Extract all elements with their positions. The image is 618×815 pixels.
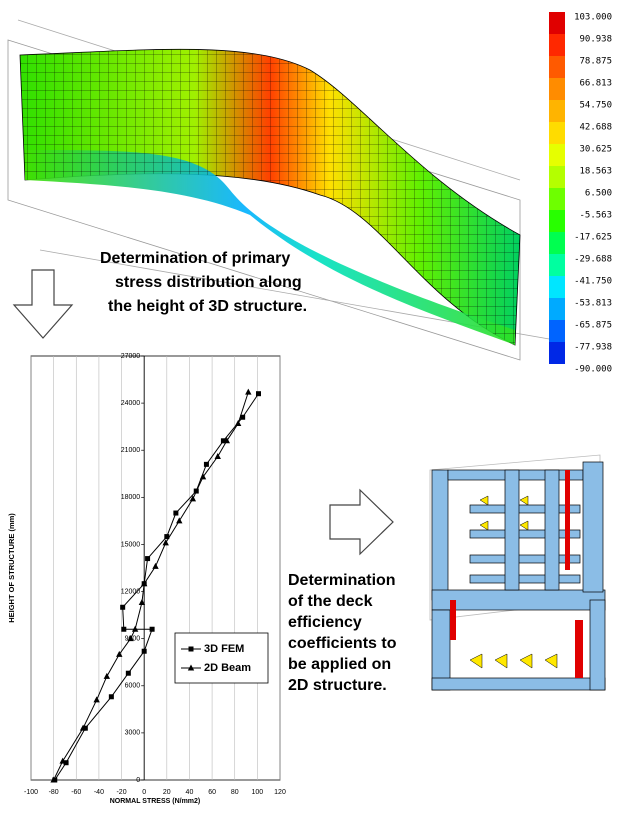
y-tick-label: 6000 (125, 683, 141, 690)
scale-label: -90.000 (574, 365, 612, 375)
color-scale: 103.000 90.938 78.875 66.813 54.750 42.688 30.… (549, 12, 612, 375)
x-tick-label: 0 (142, 789, 146, 796)
scale-swatch (549, 276, 565, 298)
scale-label: -5.563 (579, 211, 612, 221)
caption-line: of the deck (288, 593, 373, 610)
scale-swatch (549, 232, 565, 254)
scale-swatch (549, 34, 565, 56)
scale-label: -65.875 (574, 321, 612, 331)
scale-label: 66.813 (579, 79, 612, 89)
y-tick-label: 24000 (121, 400, 141, 407)
scale-swatch (549, 144, 565, 166)
data-point (204, 462, 209, 467)
scale-label: 90.938 (579, 35, 612, 45)
caption-line: stress distribution along (115, 274, 302, 291)
x-tick-label: -100 (24, 789, 38, 796)
scale-label: -41.750 (574, 277, 612, 287)
scale-swatch (549, 342, 565, 364)
scale-swatch (549, 78, 565, 100)
scale-swatch (549, 56, 565, 78)
x-axis-title: NORMAL STRESS (N/mm2) (110, 798, 201, 805)
caption-right: Determination of the deck efficiency coeffi… (288, 572, 397, 694)
scale-label: 103.000 (574, 13, 612, 23)
structure-render (430, 455, 605, 690)
x-tick-label: -60 (71, 789, 81, 796)
scale-swatch (549, 100, 565, 122)
scale-swatch (549, 210, 565, 232)
data-point (256, 391, 261, 396)
x-tick-label: 80 (231, 789, 239, 796)
legend-box (175, 633, 268, 683)
right-arrow (330, 490, 393, 554)
data-point (109, 694, 114, 699)
scale-label: 30.625 (579, 145, 612, 155)
caption-top: Determination of primary stress distribut… (100, 250, 307, 315)
scale-label: 78.875 (579, 57, 612, 67)
x-tick-label: -40 (94, 789, 104, 796)
y-tick-label: 21000 (121, 447, 141, 454)
x-tick-label: 100 (252, 789, 264, 796)
x-tick-label: 60 (208, 789, 216, 796)
caption-line: coefficients to (288, 635, 397, 652)
data-point (126, 671, 131, 676)
data-point (120, 605, 125, 610)
y-tick-label: 27000 (121, 353, 141, 360)
x-tick-label: 20 (163, 789, 171, 796)
scale-label: -77.938 (574, 343, 612, 353)
scale-swatch (549, 254, 565, 276)
scale-label: -53.813 (574, 299, 612, 309)
legend-label: 3D FEM (204, 643, 244, 655)
y-tick-label: 15000 (121, 541, 141, 548)
scale-swatch (549, 298, 565, 320)
caption-line: efficiency (288, 614, 362, 631)
x-tick-label: 40 (186, 789, 194, 796)
y-tick-label: 0 (136, 777, 140, 784)
scale-label: 54.750 (579, 101, 612, 111)
scale-label: 42.688 (579, 123, 612, 133)
scale-label: 6.500 (585, 189, 612, 199)
y-tick-label: 18000 (121, 494, 141, 501)
y-tick-label: 3000 (125, 730, 141, 737)
page: 103.000 90.938 78.875 66.813 54.750 42.688 30.… (0, 0, 618, 815)
scale-swatch (549, 320, 565, 342)
caption-line: be applied on (288, 656, 391, 673)
caption-line: Determination of primary (100, 250, 290, 267)
legend-marker (189, 647, 194, 652)
chart: -100 -80 -60 -40 -20 0 20 40 60 80 100 120 0 3000 6000… (7, 353, 286, 805)
scale-label: -29.688 (574, 255, 612, 265)
scale-label: -17.625 (574, 233, 612, 243)
data-point (145, 556, 150, 561)
scale-swatch (549, 12, 565, 34)
scale-label: 18.563 (579, 167, 612, 177)
data-point (173, 511, 178, 516)
scale-swatch (549, 166, 565, 188)
x-tick-label: -80 (49, 789, 59, 796)
caption-line: Determination (288, 572, 396, 589)
x-tick-label: 120 (274, 789, 286, 796)
scale-swatch (549, 122, 565, 144)
down-arrow (14, 270, 72, 338)
data-point (142, 649, 147, 654)
y-axis-title: HEIGHT OF STRUCTURE (mm) (7, 513, 16, 623)
data-point (121, 627, 126, 632)
x-tick-label: -20 (116, 789, 126, 796)
caption-line: the height of 3D structure. (108, 298, 307, 315)
scale-swatch (549, 188, 565, 210)
data-point (150, 627, 155, 632)
legend-label: 2D Beam (204, 662, 251, 674)
caption-line: 2D structure. (288, 677, 387, 694)
